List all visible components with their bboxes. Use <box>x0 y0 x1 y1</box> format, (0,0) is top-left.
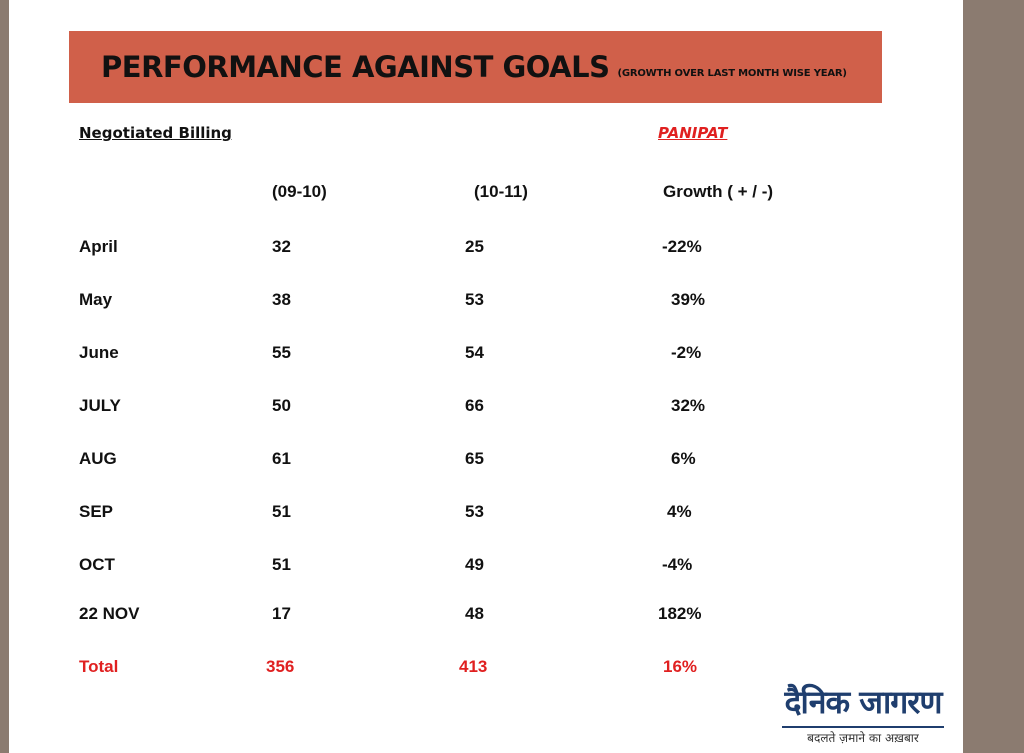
row-value-10-11: 54 <box>465 343 484 362</box>
row-label: May <box>79 290 113 309</box>
right-border-strip <box>963 0 1024 753</box>
row-label: June <box>79 343 119 362</box>
dainik-jagran-logo: दैनिक जागरण बदलते ज़माने का अख़बार <box>778 680 948 750</box>
row-value-10-11: 66 <box>465 396 484 415</box>
page-subtitle: (GROWTH OVER LAST MONTH WISE YEAR) <box>617 67 847 79</box>
logo-tagline: बदलते ज़माने का अख़बार <box>807 731 919 745</box>
row-growth: -22% <box>662 237 702 256</box>
row-growth: 32% <box>671 396 706 415</box>
total-growth: 16% <box>663 657 698 676</box>
row-growth: -4% <box>662 555 693 574</box>
row-growth: 6% <box>671 449 696 468</box>
total-label: Total <box>79 657 119 676</box>
row-growth: -2% <box>671 343 702 362</box>
row-growth: 182% <box>658 604 702 623</box>
total-value-10-11: 413 <box>459 657 488 676</box>
row-growth: 4% <box>667 502 692 521</box>
row-value-09-10: 51 <box>272 555 291 574</box>
row-value-09-10: 55 <box>272 343 291 362</box>
section-label: Negotiated Billing <box>79 124 232 142</box>
row-value-09-10: 50 <box>272 396 291 415</box>
column-header-10-11: (10-11) <box>474 182 528 201</box>
row-value-09-10: 61 <box>272 449 291 468</box>
row-value-10-11: 65 <box>465 449 484 468</box>
row-value-10-11: 48 <box>465 604 484 623</box>
row-value-09-10: 51 <box>272 502 291 521</box>
row-growth: 39% <box>671 290 706 309</box>
title-banner: PERFORMANCE AGAINST GOALS (GROWTH OVER L… <box>69 31 882 103</box>
row-label: OCT <box>79 555 115 574</box>
city-label: PANIPAT <box>658 124 728 142</box>
logo-name: दैनिक जागरण <box>784 683 942 721</box>
row-label: AUG <box>79 449 117 468</box>
row-value-09-10: 38 <box>272 290 291 309</box>
row-value-10-11: 49 <box>465 555 484 574</box>
row-value-10-11: 53 <box>465 290 484 309</box>
logo-divider <box>782 726 944 728</box>
left-border-strip <box>0 0 9 753</box>
page-title: PERFORMANCE AGAINST GOALS <box>101 50 610 84</box>
row-value-09-10: 32 <box>272 237 291 256</box>
column-header-09-10: (09-10) <box>272 182 327 201</box>
row-label: 22 NOV <box>79 604 140 623</box>
row-label: JULY <box>79 396 121 415</box>
row-value-10-11: 25 <box>465 237 484 256</box>
column-header-growth: Growth ( + / -) <box>663 182 774 201</box>
row-value-10-11: 53 <box>465 502 484 521</box>
row-label: SEP <box>79 502 114 521</box>
row-label: April <box>79 237 118 256</box>
row-value-09-10: 17 <box>272 604 291 623</box>
total-value-09-10: 356 <box>266 657 295 676</box>
